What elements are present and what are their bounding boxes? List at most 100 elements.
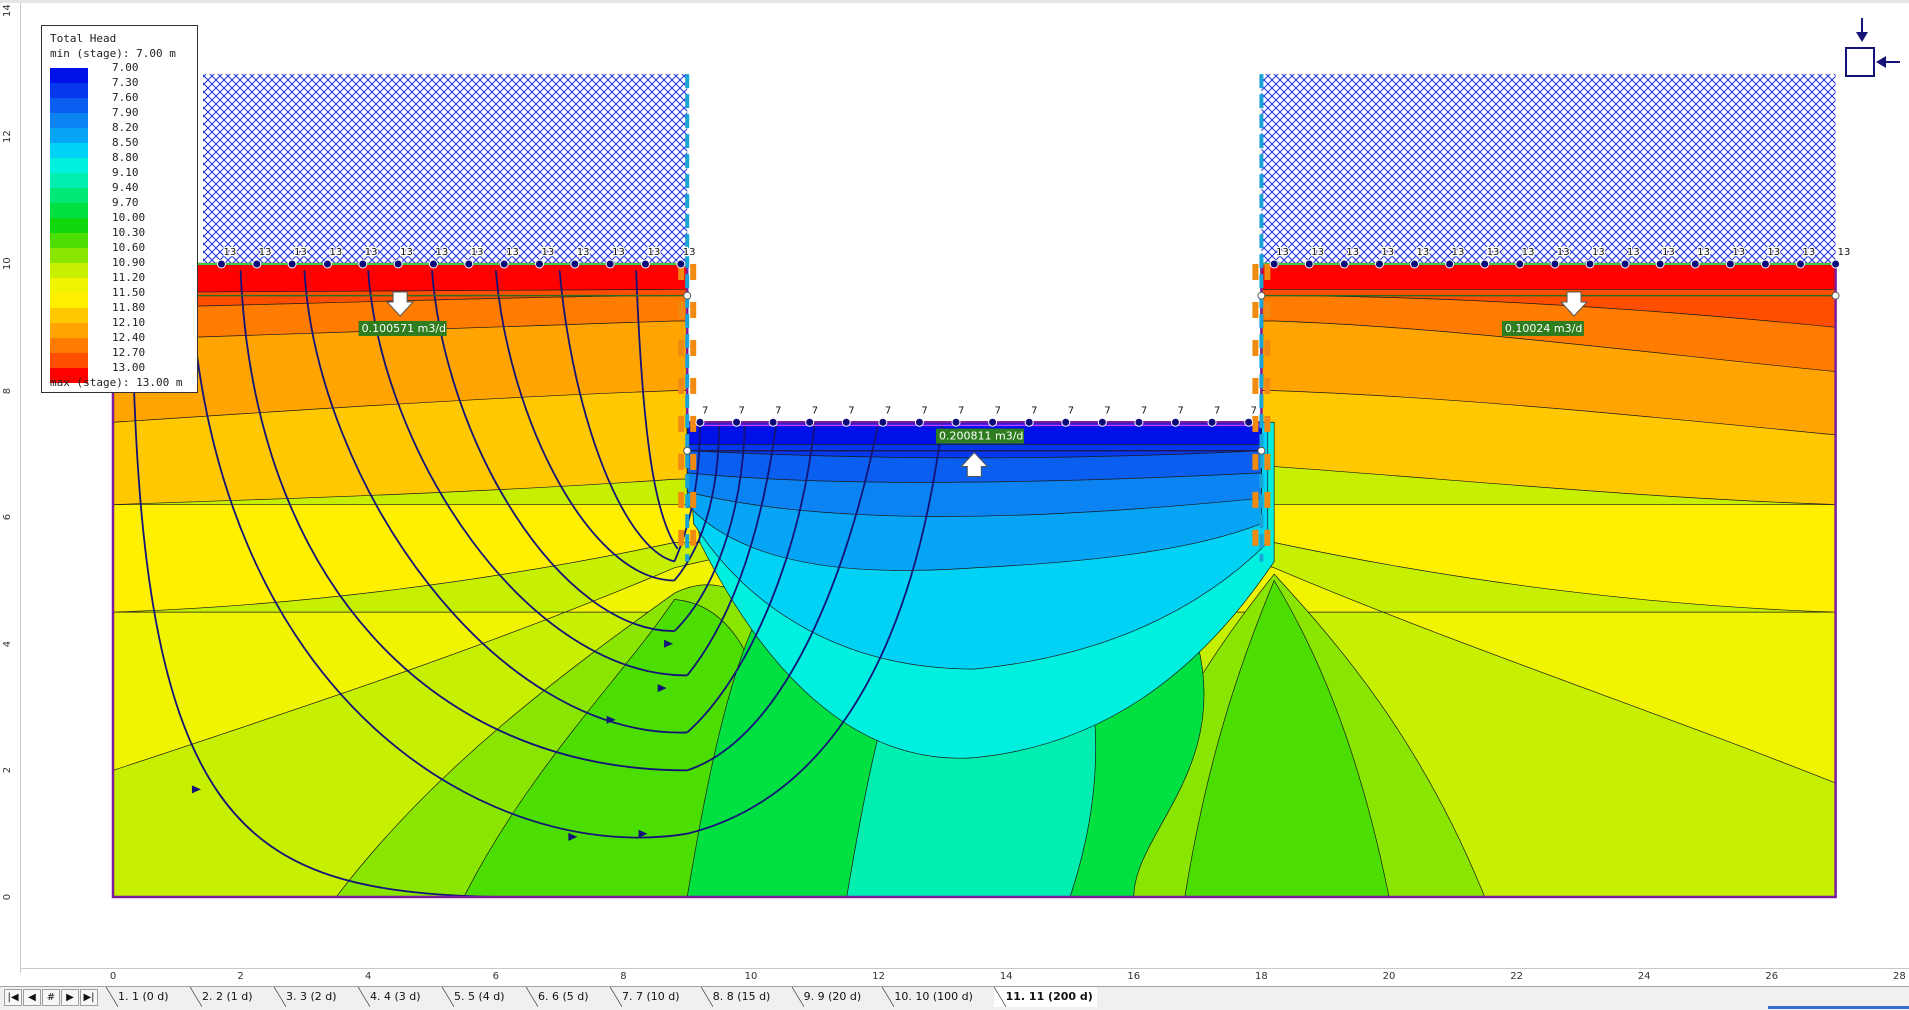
wall-interface-segment — [678, 301, 685, 318]
head-label-13: 13 — [223, 247, 236, 258]
head-label-13: 13 — [223, 247, 236, 258]
stage-tab[interactable]: 10. 10 (100 d) — [882, 987, 977, 1007]
head-label-13: 13 — [506, 247, 519, 258]
head-label-13: 13 — [1732, 247, 1745, 258]
wall-interface-segment — [678, 377, 685, 394]
wall-interface-segment — [1264, 301, 1271, 318]
boundary-head-node — [676, 259, 686, 269]
legend-swatch — [50, 68, 88, 83]
legend-swatch — [50, 98, 88, 113]
boundary-head-node — [1831, 259, 1841, 269]
boundary-head-node — [640, 259, 650, 269]
nav-first-button[interactable]: |◀ — [4, 989, 22, 1006]
legend-entry: 8.20 — [50, 121, 190, 143]
x-tick-label: 24 — [1637, 971, 1651, 982]
boundary-head-node — [1655, 259, 1665, 269]
model-canvas[interactable]: 13 13 13 13 13 13 13 13 13 13 13 13 13 13 13 13 13 13 13 13… — [0, 0, 1909, 986]
boundary-head-node — [252, 259, 262, 269]
stage-tab[interactable]: 2. 2 (1 d) — [190, 987, 257, 1007]
head-label-7: 7 — [921, 405, 927, 416]
head-label-13: 13 — [1697, 247, 1710, 258]
head-label-13: 13 — [1697, 247, 1710, 258]
x-tick-label: 14 — [999, 971, 1013, 982]
head-label-13: 13 — [1381, 247, 1394, 258]
wall-interface-segment — [1264, 415, 1271, 432]
legend-entry: 10.30 — [50, 226, 190, 248]
wall-node — [683, 291, 692, 300]
boundary-head-node — [1170, 417, 1180, 427]
x-tick-label: 2 — [237, 971, 244, 982]
head-label-7: 7 — [921, 405, 927, 416]
x-tick-label: 20 — [1382, 971, 1396, 982]
wall-interface-segment — [678, 415, 685, 432]
flux-label-center: 0.200811 m3/d — [939, 430, 1023, 443]
wall-interface-segment — [1264, 491, 1271, 508]
head-label-7: 7 — [1214, 405, 1220, 416]
head-label-7: 7 — [995, 405, 1001, 416]
x-tick-label: 6 — [492, 971, 499, 982]
legend-swatch — [50, 173, 88, 188]
nav-number-button[interactable]: # — [42, 989, 60, 1006]
legend-value: 9.70 — [112, 196, 139, 209]
head-label-13: 13 — [577, 247, 590, 258]
boundary-head-node — [988, 417, 998, 427]
legend-entry: 10.60 — [50, 241, 190, 263]
head-label-13: 13 — [1381, 247, 1394, 258]
flow-arrow — [568, 832, 578, 841]
wall-interface-segment — [1264, 339, 1271, 356]
head-label-7: 7 — [739, 405, 745, 416]
stage-tab[interactable]: 9. 9 (20 d) — [791, 987, 866, 1007]
nav-last-button[interactable]: ▶| — [80, 989, 98, 1006]
head-label-7: 7 — [848, 405, 854, 416]
legend-swatch — [50, 338, 88, 353]
head-label-13: 13 — [1592, 247, 1605, 258]
flow-arrow — [606, 715, 616, 724]
nav-next-button[interactable]: ▶ — [61, 989, 79, 1006]
legend-value: 7.90 — [112, 106, 139, 119]
head-label-13: 13 — [1767, 247, 1780, 258]
flow-arrow — [638, 829, 648, 838]
legend-entry: 7.60 — [50, 91, 190, 113]
x-tick-label: 16 — [1127, 971, 1141, 982]
head-label-7: 7 — [995, 405, 1001, 416]
flow-line — [367, 270, 688, 677]
total-head-legend[interactable]: Total Head min (stage): 7.00 m 7.00 7.30 7… — [41, 25, 198, 393]
stage-tab[interactable]: 4. 4 (3 d) — [358, 987, 425, 1007]
stage-tab[interactable]: 3. 3 (2 d) — [274, 987, 341, 1007]
stage-tab[interactable]: 7. 7 (10 d) — [610, 987, 684, 1007]
legend-swatch — [50, 323, 88, 338]
head-label-7: 7 — [1141, 405, 1147, 416]
wall-interface-segment — [1252, 491, 1259, 508]
head-label-13: 13 — [329, 247, 342, 258]
wall-interface-segment — [1264, 453, 1271, 470]
boundary-head-node — [1796, 259, 1806, 269]
wall-interface-segment — [690, 415, 697, 432]
stage-tab[interactable]: 6. 6 (5 d) — [526, 987, 593, 1007]
head-label-13: 13 — [1627, 247, 1640, 258]
boundary-head-node — [1244, 417, 1254, 427]
wall-interface-segment — [1252, 301, 1259, 318]
contour-bands — [113, 264, 1836, 897]
head-label-13: 13 — [1627, 247, 1640, 258]
flow-line — [673, 422, 720, 582]
boundary-head-node — [1585, 259, 1595, 269]
wall-interface-segment — [1252, 529, 1259, 546]
head-label-13: 13 — [1346, 247, 1359, 258]
wall-interface-segment — [678, 491, 685, 508]
head-label-13: 13 — [1522, 247, 1535, 258]
stage-tab[interactable]: 5. 5 (4 d) — [442, 987, 509, 1007]
wall-node — [1257, 291, 1266, 300]
stage-tab[interactable]: 8. 8 (15 d) — [700, 987, 775, 1007]
boundary-head-node — [805, 417, 815, 427]
head-label-13: 13 — [294, 247, 307, 258]
head-label-13: 13 — [647, 247, 660, 258]
legend-swatch — [50, 293, 88, 308]
wall-interface-segment — [690, 377, 697, 394]
stage-tab[interactable]: 11. 11 (200 d) — [993, 987, 1097, 1007]
nav-prev-button[interactable]: ◀ — [23, 989, 41, 1006]
flow-line — [686, 422, 778, 677]
legend-entry: 10.90 — [50, 256, 190, 278]
boundary-head-node — [768, 417, 778, 427]
stage-tab[interactable]: 1. 1 (0 d) — [106, 987, 173, 1007]
head-label-13: 13 — [1662, 247, 1675, 258]
